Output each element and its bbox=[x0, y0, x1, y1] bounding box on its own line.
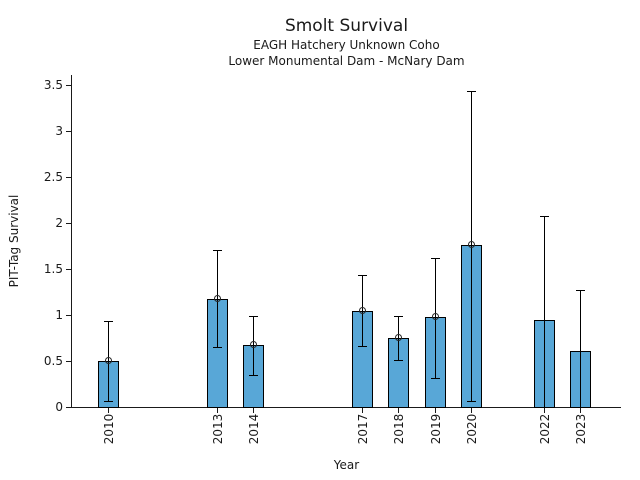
errorbar-cap-top-2020 bbox=[467, 91, 476, 93]
errorbar-cap-bottom-2019 bbox=[431, 378, 440, 380]
errorbar-cap-bottom-2023 bbox=[576, 407, 585, 408]
point-marker-2014 bbox=[250, 341, 257, 349]
errorbar-cap-bottom-2013 bbox=[213, 347, 222, 349]
y-tick bbox=[66, 269, 71, 270]
errorbar-cap-bottom-2022 bbox=[540, 407, 549, 408]
y-tick bbox=[66, 361, 71, 362]
errorbar-cap-top-2017 bbox=[358, 275, 367, 277]
errorbar-cap-top-2010 bbox=[104, 321, 113, 323]
x-tick-label: 2017 bbox=[356, 413, 370, 445]
errorbar-cap-top-2022 bbox=[540, 215, 549, 217]
x-tick bbox=[398, 408, 399, 413]
errorbar-cap-top-2023 bbox=[576, 290, 585, 292]
x-tick-label: 2013 bbox=[211, 413, 225, 445]
y-tick-label: 0 bbox=[55, 400, 63, 414]
y-tick bbox=[66, 85, 71, 86]
point-marker-2017 bbox=[359, 307, 366, 315]
errorbar-cap-bottom-2020 bbox=[467, 400, 476, 402]
x-axis-spine bbox=[71, 407, 621, 408]
x-tick-label: 2014 bbox=[247, 413, 261, 445]
point-marker-2013 bbox=[214, 295, 221, 303]
y-tick bbox=[66, 177, 71, 178]
x-axis-label: Year bbox=[333, 458, 360, 472]
errorbar-2023 bbox=[580, 290, 581, 407]
y-tick-label: 2.5 bbox=[43, 170, 63, 184]
x-tick bbox=[217, 408, 218, 413]
x-tick bbox=[253, 408, 254, 413]
chart-subtitle-hatchery: EAGH Hatchery Unknown Coho bbox=[253, 38, 440, 52]
y-tick-label: 2 bbox=[55, 216, 63, 230]
point-marker-2018 bbox=[395, 334, 402, 341]
x-tick-label: 2019 bbox=[429, 413, 443, 445]
errorbar-cap-bottom-2017 bbox=[358, 346, 367, 348]
y-tick-label: 3 bbox=[55, 124, 63, 138]
y-axis-spine bbox=[71, 75, 72, 408]
chart-subtitle-reach: Lower Monumental Dam - McNary Dam bbox=[228, 54, 465, 68]
y-tick bbox=[66, 131, 71, 132]
errorbar-cap-top-2018 bbox=[394, 315, 403, 317]
x-tick-label: 2023 bbox=[574, 413, 588, 445]
y-tick bbox=[66, 223, 71, 224]
x-tick bbox=[108, 408, 109, 413]
x-tick bbox=[362, 408, 363, 413]
point-marker-2010 bbox=[105, 357, 112, 364]
errorbar-cap-bottom-2018 bbox=[394, 360, 403, 362]
x-tick bbox=[435, 408, 436, 413]
errorbar-cap-top-2019 bbox=[431, 257, 440, 259]
point-marker-2020 bbox=[468, 241, 475, 249]
y-tick-label: 0.5 bbox=[43, 354, 63, 368]
errorbar-cap-bottom-2010 bbox=[104, 400, 113, 402]
y-tick-label: 1.5 bbox=[43, 262, 63, 276]
x-tick-label: 2020 bbox=[465, 413, 479, 445]
chart-title: Smolt Survival bbox=[284, 16, 409, 36]
x-tick-label: 2018 bbox=[392, 413, 406, 445]
point-marker-2019 bbox=[432, 312, 439, 320]
x-tick-label: 2010 bbox=[102, 413, 116, 445]
x-tick bbox=[580, 408, 581, 413]
x-tick bbox=[471, 408, 472, 413]
y-tick-label: 3.5 bbox=[43, 78, 63, 92]
errorbar-cap-bottom-2014 bbox=[249, 374, 258, 376]
x-tick-label: 2022 bbox=[538, 413, 552, 445]
errorbar-cap-top-2014 bbox=[249, 315, 258, 317]
y-tick bbox=[66, 315, 71, 316]
errorbar-2022 bbox=[544, 215, 545, 407]
x-tick bbox=[544, 408, 545, 413]
y-tick bbox=[66, 407, 71, 408]
y-tick-label: 1 bbox=[55, 308, 63, 322]
errorbar-cap-top-2013 bbox=[213, 249, 222, 251]
